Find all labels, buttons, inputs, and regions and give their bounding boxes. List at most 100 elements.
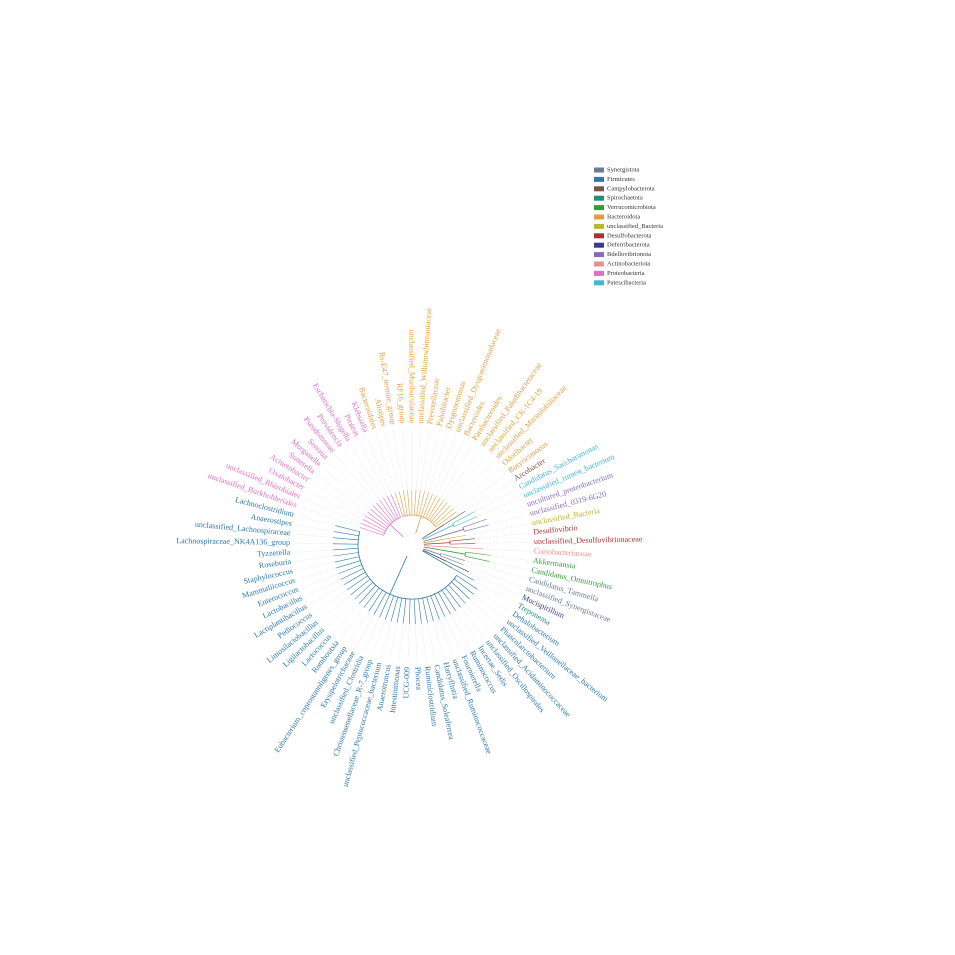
branch [333, 548, 359, 551]
stem [389, 555, 408, 595]
branch-guide [295, 524, 335, 532]
legend-label: Actinobacteriota [607, 260, 650, 267]
branch-guide [347, 611, 370, 644]
branch-guide [465, 481, 512, 512]
branch [434, 593, 446, 617]
branch [390, 494, 401, 518]
branch-guide [402, 427, 408, 491]
branch-guide [305, 579, 341, 597]
branch [338, 564, 362, 575]
branch-guide [335, 454, 377, 504]
branch-guide [296, 561, 335, 571]
branch [363, 587, 380, 608]
branch-guide [299, 567, 337, 580]
legend-label: Campylobacterota [607, 185, 655, 192]
branch [453, 578, 474, 595]
branch [333, 552, 359, 557]
legend-label: Verrucomicrobiota [607, 204, 656, 211]
branch [361, 523, 385, 534]
branch [448, 584, 466, 604]
branch-guide [476, 497, 521, 517]
legend-label: Deferribacterota [607, 242, 650, 249]
branch-guide [297, 515, 336, 526]
branch [454, 516, 478, 527]
branch [359, 527, 384, 536]
branch-guide [474, 542, 530, 544]
branch-guide [443, 448, 481, 501]
branch-guide [314, 589, 348, 613]
branch [386, 495, 399, 519]
branch [416, 490, 421, 516]
branch [396, 597, 403, 623]
branch [402, 490, 408, 516]
branch [434, 508, 454, 526]
branch [414, 598, 416, 624]
tip-label: unclassified_Muribaculaceae [407, 330, 416, 424]
branch [465, 551, 491, 556]
legend-label: Synergistota [607, 166, 639, 173]
branch [379, 500, 395, 521]
branch [451, 567, 474, 581]
tip-label: Tyzzerella [257, 547, 291, 558]
branch-guide [466, 523, 529, 536]
branch-guide [375, 432, 396, 493]
branches [294, 426, 530, 663]
branch-guide [489, 561, 528, 570]
branch-guide [486, 506, 524, 520]
branch-guide [455, 473, 507, 513]
branch-guide [320, 594, 351, 620]
branch-guide [446, 454, 488, 503]
branch [370, 508, 390, 526]
legend-swatch [594, 195, 604, 201]
legend-label: Spirochaetota [607, 195, 643, 202]
branch-guide [332, 603, 360, 633]
branch [390, 596, 399, 622]
branch [350, 578, 371, 596]
branch-guide [436, 439, 465, 496]
branch-guide [421, 623, 427, 663]
legend-label: Desulfobacterota [607, 232, 652, 239]
branch [445, 587, 461, 608]
branch [429, 499, 445, 521]
stem [423, 542, 450, 545]
stem [422, 524, 454, 541]
branch-guide [407, 623, 410, 663]
stem [422, 550, 453, 569]
branch [422, 493, 433, 518]
branch-guide [490, 555, 530, 561]
branch [446, 560, 470, 573]
branch [367, 512, 389, 528]
legend-label: Bacteroidota [607, 213, 640, 220]
branch-guide [474, 532, 530, 539]
branch-guide [358, 439, 388, 497]
branch-guide [420, 428, 431, 491]
stem [421, 524, 445, 539]
stem [422, 549, 447, 562]
branch [457, 547, 483, 550]
branch-guide [371, 619, 386, 657]
branch [376, 502, 393, 523]
branch-guide [415, 427, 421, 491]
branch [418, 491, 425, 516]
branch [418, 598, 422, 624]
stem [389, 524, 404, 538]
branch-guide [380, 621, 392, 659]
branch-guide [428, 432, 448, 493]
branch [334, 556, 360, 563]
branch [435, 511, 457, 528]
branch-guide [307, 490, 364, 520]
tip-label: Lachnospiraceae_NK4A136_group [176, 536, 290, 547]
legend-label: Patescibacteria [607, 279, 646, 286]
branch-guide [473, 594, 505, 619]
branch [449, 538, 475, 542]
branch-guide [465, 603, 492, 633]
legend-swatch [594, 176, 604, 182]
branch [451, 581, 470, 600]
branch-guide [316, 474, 368, 513]
branch-guide [432, 435, 457, 495]
stem [423, 539, 442, 544]
branch [439, 555, 464, 565]
branch [462, 518, 487, 528]
legend-swatch [594, 167, 604, 173]
